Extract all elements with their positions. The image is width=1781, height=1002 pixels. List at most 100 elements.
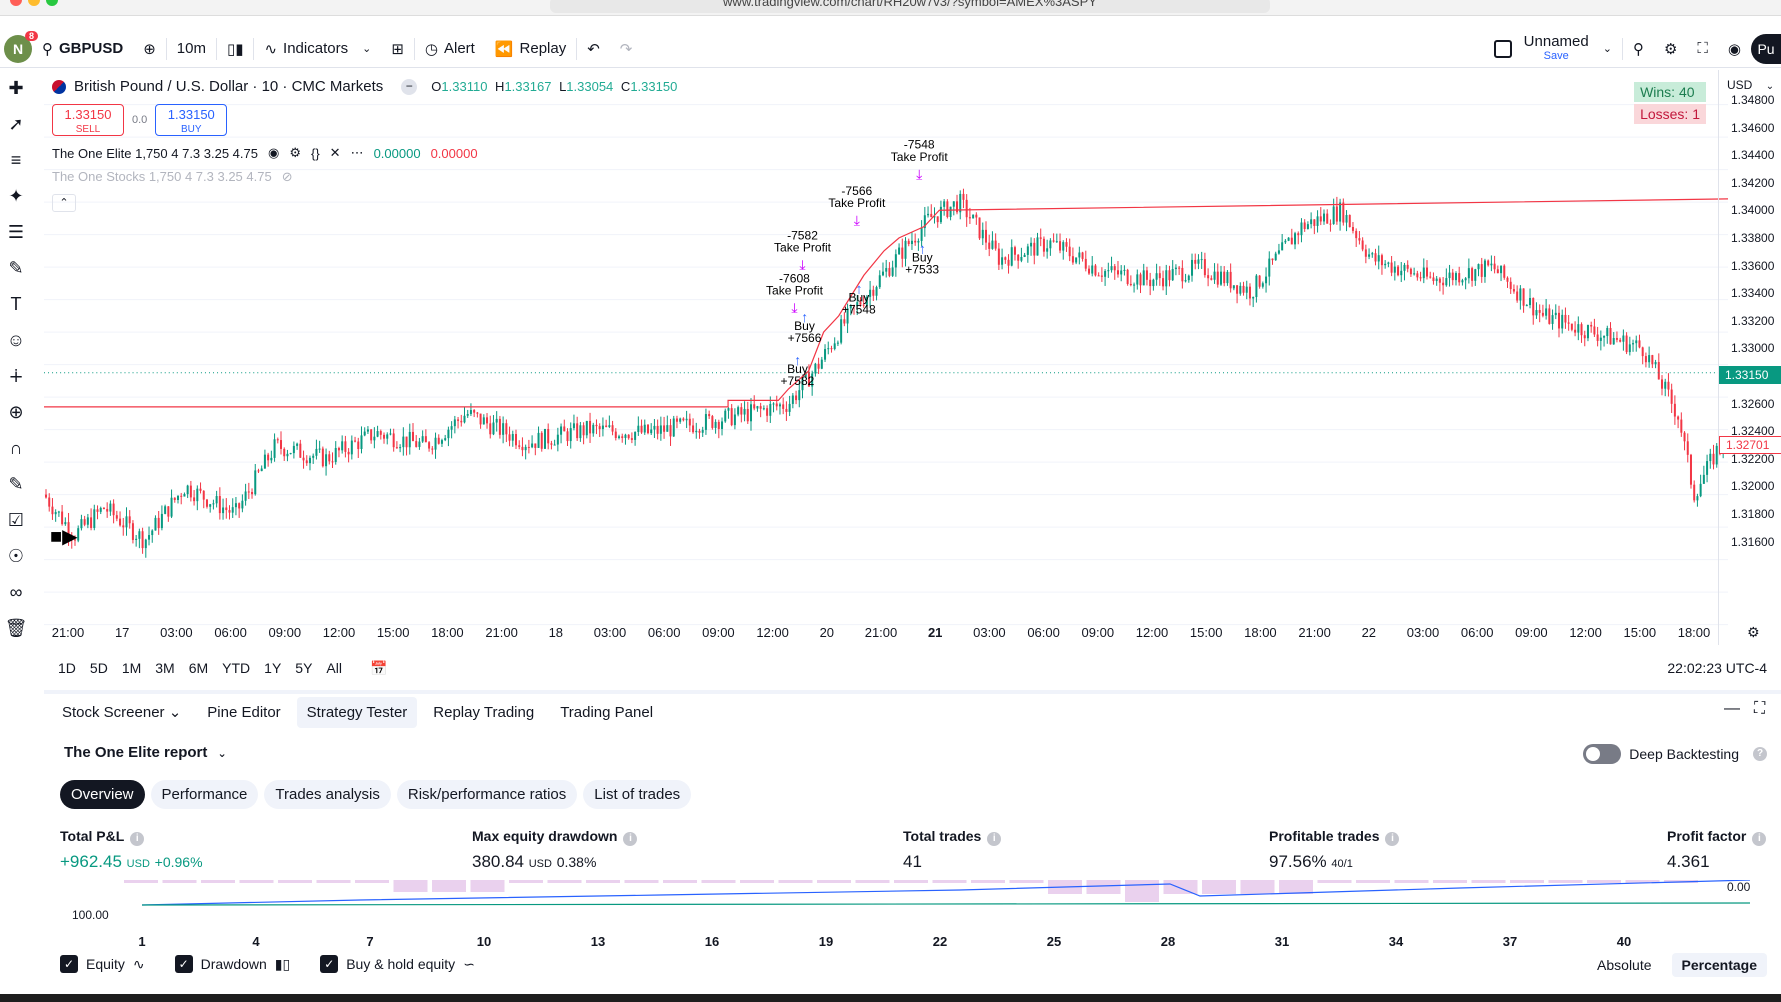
buyhold-toggle[interactable]: ✓ Buy & hold equity ∽ bbox=[320, 955, 475, 973]
horizontal-lines-icon[interactable]: ≡ bbox=[10, 149, 22, 170]
magnet-icon[interactable]: ∩ bbox=[9, 437, 23, 458]
zoom-window-icon[interactable] bbox=[46, 0, 58, 6]
layout-save-label[interactable]: Save bbox=[1543, 49, 1569, 62]
eye-off-icon[interactable]: ⊘ bbox=[281, 169, 293, 184]
report-subtab[interactable]: Risk/performance ratios bbox=[396, 780, 578, 809]
lock-drawing-icon[interactable]: ✎ bbox=[8, 473, 24, 494]
publish-button[interactable]: Pu bbox=[1751, 33, 1781, 64]
trash-icon[interactable]: 🗑 bbox=[4, 617, 28, 638]
info-icon[interactable]: i bbox=[1752, 832, 1767, 846]
range-button[interactable]: 5Y bbox=[295, 660, 313, 676]
indicator-legend-elite[interactable]: The One Elite 1,750 4 7.3 3.25 4.75 ◉ ⚙ … bbox=[52, 145, 478, 161]
panel-tab[interactable]: Pine Editor bbox=[207, 703, 281, 721]
close-window-icon[interactable] bbox=[10, 0, 22, 6]
eye-icon[interactable]: ◉ bbox=[267, 145, 280, 160]
candle-body bbox=[1696, 496, 1699, 501]
redo-button[interactable]: ↷ bbox=[610, 34, 643, 64]
equity-toggle[interactable]: ✓ Equity ∿ bbox=[60, 955, 145, 973]
minimize-window-icon[interactable] bbox=[28, 0, 40, 6]
compare-button[interactable]: ⊕ bbox=[133, 34, 166, 64]
minimize-panel-icon[interactable]: — bbox=[1724, 700, 1740, 717]
panel-tab[interactable]: Stock Screener ⌄ bbox=[62, 704, 182, 721]
replay-button[interactable]: ⏪ Replay bbox=[485, 34, 576, 64]
panel-tab[interactable]: Trading Panel bbox=[560, 703, 654, 721]
link-icon[interactable]: ∞ bbox=[9, 581, 23, 602]
range-button[interactable]: 3M bbox=[155, 660, 175, 676]
maximize-panel-icon[interactable]: ⛶ bbox=[1754, 700, 1766, 717]
range-button[interactable]: 1Y bbox=[264, 660, 282, 676]
more-icon[interactable]: ⋯ bbox=[350, 145, 364, 160]
absolute-button[interactable]: Absolute bbox=[1597, 957, 1652, 973]
trash-icon[interactable]: ✕ bbox=[329, 145, 341, 160]
info-icon[interactable]: i bbox=[623, 832, 638, 846]
panel-tab[interactable]: Strategy Tester bbox=[296, 696, 418, 728]
clock[interactable]: 22:02:23 UTC-4 bbox=[1667, 660, 1767, 676]
eye-icon[interactable]: ☉ bbox=[7, 545, 25, 566]
quick-search-button[interactable]: ⚲ bbox=[1623, 34, 1654, 64]
report-selector[interactable]: The One Elite report ⌄ bbox=[64, 744, 227, 761]
collapse-legend-icon[interactable]: − bbox=[401, 78, 418, 95]
brush-icon[interactable]: ✎ bbox=[8, 257, 24, 278]
fib-icon[interactable]: ☰ bbox=[7, 221, 25, 242]
settings-button[interactable]: ⚙ bbox=[1654, 34, 1687, 64]
range-button[interactable]: All bbox=[326, 660, 342, 676]
report-subtab[interactable]: Overview bbox=[60, 780, 145, 809]
info-icon[interactable]: i bbox=[130, 832, 145, 846]
tradingview-logo-icon[interactable]: ■▶ bbox=[50, 526, 78, 548]
range-button[interactable]: YTD bbox=[222, 660, 251, 676]
deep-backtesting-toggle[interactable] bbox=[1583, 744, 1622, 764]
lock-icon[interactable]: ☑ bbox=[7, 509, 25, 530]
source-code-icon[interactable]: {} bbox=[310, 145, 320, 161]
symbol-search[interactable]: ⚲ GBPUSD bbox=[32, 34, 133, 64]
chevron-down-icon[interactable]: ⌄ bbox=[1602, 43, 1612, 55]
collapse-legend-button[interactable]: ⌃ bbox=[52, 194, 76, 212]
zoom-in-icon[interactable]: ⊕ bbox=[8, 401, 24, 422]
avatar[interactable]: N 8 bbox=[4, 30, 38, 63]
range-button[interactable]: 6M bbox=[188, 660, 209, 676]
fullscreen-button[interactable]: ⛶ bbox=[1687, 34, 1718, 64]
buy-button[interactable]: 1.33150 BUY bbox=[155, 104, 228, 136]
undo-button[interactable]: ↶ bbox=[577, 34, 610, 64]
interval-button[interactable]: 10m bbox=[176, 40, 206, 57]
chart-type-button[interactable]: ▯▮ bbox=[217, 34, 254, 64]
equity-x-tick: 31 bbox=[1274, 934, 1290, 949]
screenshot-button[interactable]: ◉ bbox=[1718, 34, 1751, 64]
axis-settings-icon[interactable]: ⚙ bbox=[1747, 624, 1760, 640]
emoji-icon[interactable]: ☺ bbox=[6, 329, 26, 350]
crosshair-icon[interactable]: ✚ bbox=[8, 77, 24, 98]
drawdown-toggle[interactable]: ✓ Drawdown ▮▯ bbox=[174, 955, 290, 973]
range-button[interactable]: 1D bbox=[58, 660, 76, 676]
equity-chart[interactable] bbox=[60, 880, 1760, 940]
info-icon[interactable]: i bbox=[987, 832, 1002, 846]
alert-button[interactable]: ◷ Alert bbox=[415, 34, 485, 64]
chart-title[interactable]: British Pound / U.S. Dollar · 10 · CMC M… bbox=[74, 78, 384, 95]
settings-icon[interactable]: ⚙ bbox=[289, 145, 301, 160]
report-subtab[interactable]: Performance bbox=[150, 780, 259, 809]
panel-tab[interactable]: Replay Trading bbox=[433, 703, 535, 721]
info-icon[interactable]: ? bbox=[1753, 747, 1767, 761]
text-icon[interactable]: T bbox=[10, 293, 22, 314]
trend-line-icon[interactable]: ➚ bbox=[8, 113, 24, 134]
time-axis[interactable]: 21:00 17 03:00 06:00 09:00 12:00 15:00 18:00 21:… bbox=[44, 625, 1718, 643]
layout-button[interactable]: Unnamed Save ⌄ bbox=[1484, 34, 1622, 64]
info-icon[interactable]: i bbox=[1385, 832, 1400, 846]
indicators-button[interactable]: ∿ Indicators ⌄ bbox=[254, 34, 381, 64]
pattern-icon[interactable]: ✦ bbox=[8, 185, 24, 206]
sell-button[interactable]: 1.33150 SELL bbox=[52, 104, 124, 136]
time-tick: 17 bbox=[114, 625, 130, 640]
templates-button[interactable]: ⊞ bbox=[381, 34, 414, 64]
report-subtab[interactable]: List of trades bbox=[583, 780, 692, 809]
url-bar[interactable]: www.tradingview.com/chart/RH20w7v3/?symb… bbox=[550, 0, 1270, 13]
calendar-icon[interactable]: 📅 bbox=[369, 659, 388, 676]
candle-body bbox=[1178, 267, 1181, 269]
ruler-icon[interactable]: ∔ bbox=[8, 365, 24, 386]
price-axis[interactable]: USD ⌄ 1.34800 1.34600 1.34400 1.34200 1.3400… bbox=[1718, 70, 1781, 645]
range-button[interactable]: 5D bbox=[89, 660, 108, 676]
currency-selector[interactable]: USD ⌄ bbox=[1727, 78, 1774, 92]
report-subtab[interactable]: Trades analysis bbox=[264, 780, 391, 809]
indicator-legend-stocks[interactable]: The One Stocks 1,750 4 7.3 3.25 4.75 ⊘ bbox=[52, 169, 293, 185]
chevron-down-icon[interactable]: ⌄ bbox=[362, 43, 372, 55]
range-button[interactable]: 1M bbox=[121, 660, 142, 676]
percentage-button[interactable]: Percentage bbox=[1671, 953, 1767, 977]
